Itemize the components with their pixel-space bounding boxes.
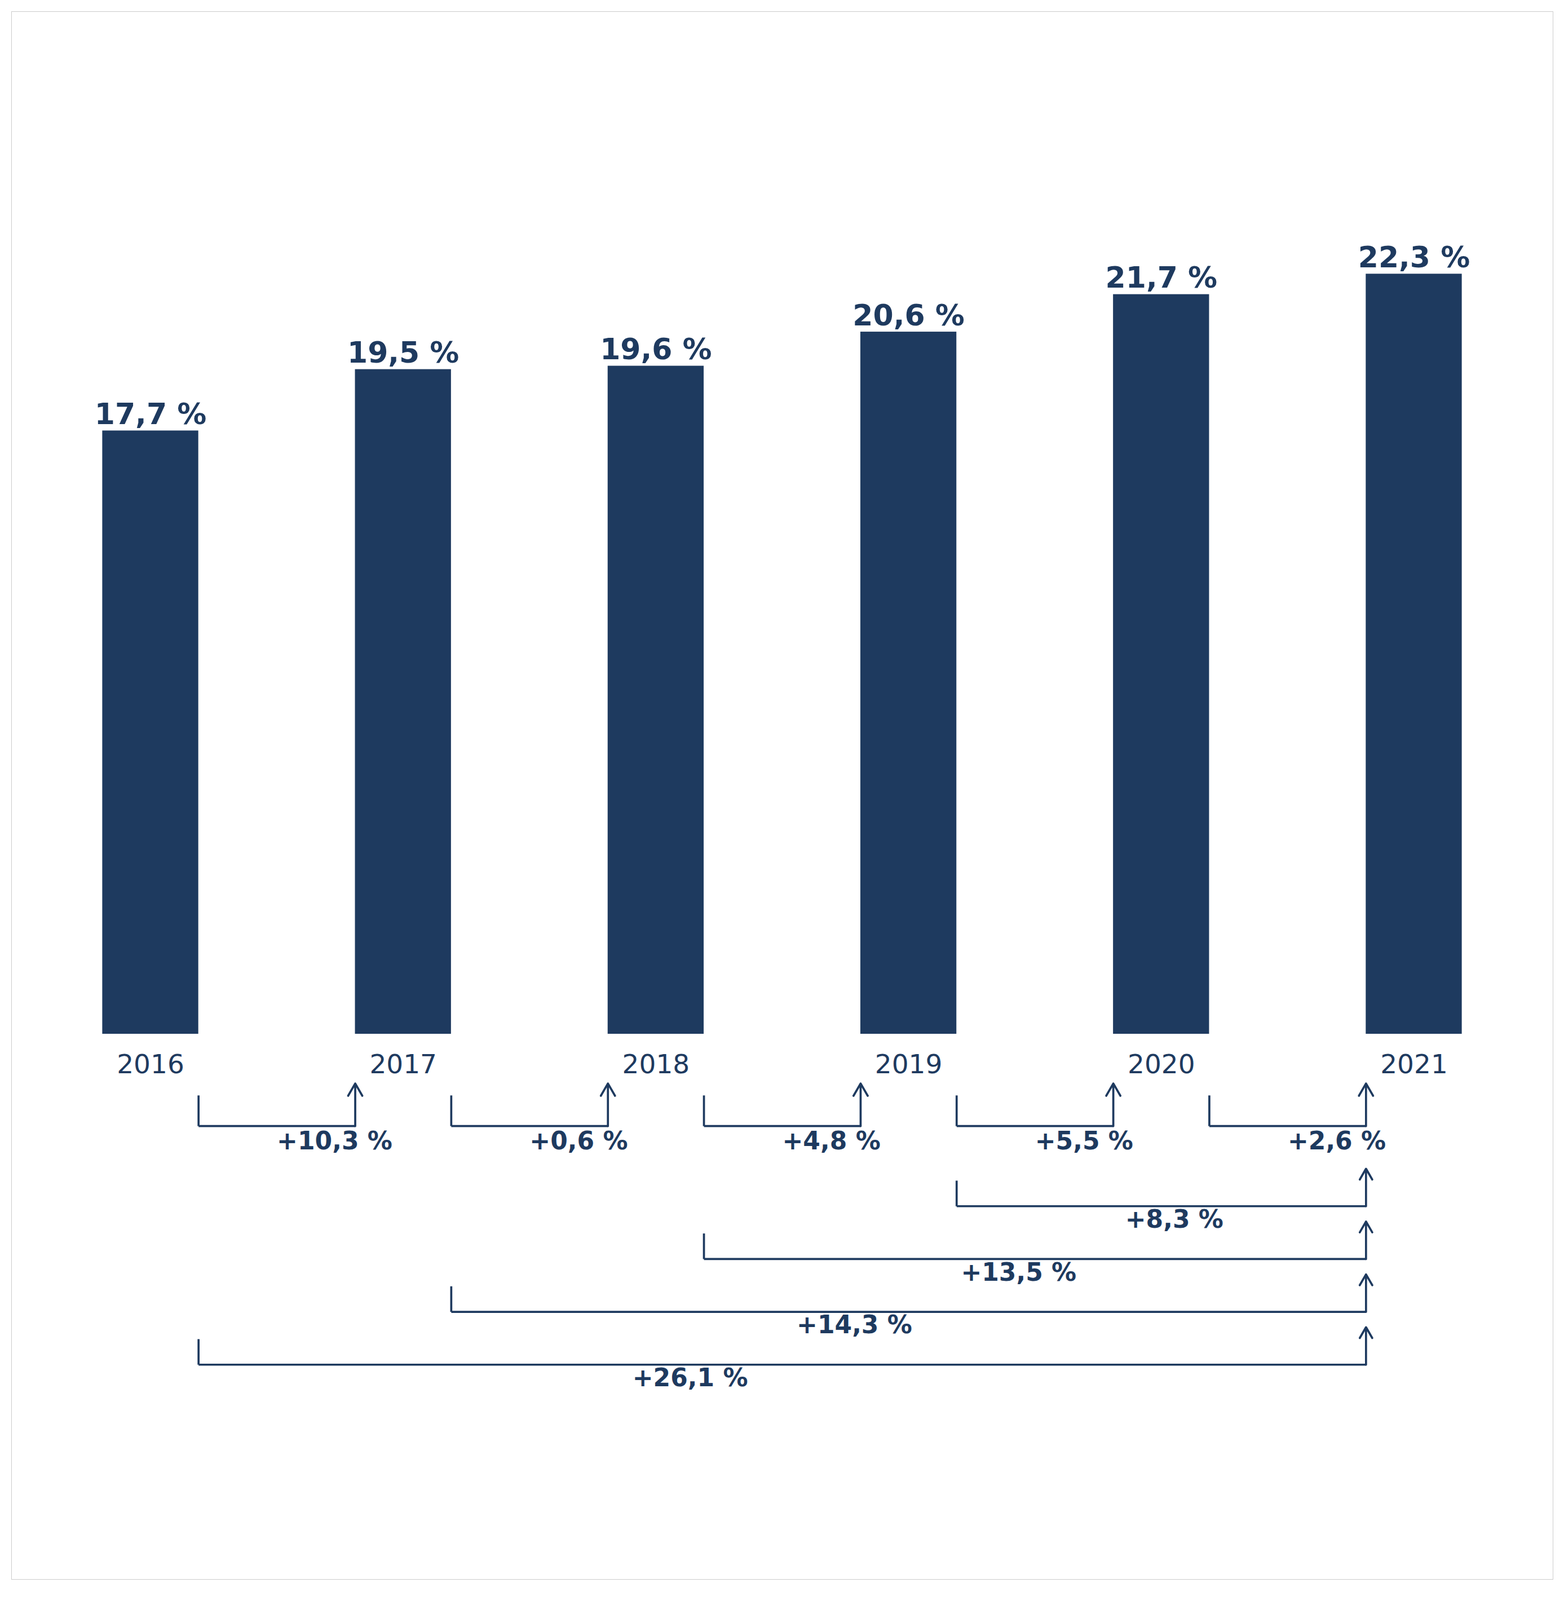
svg-text:21,7 %: 21,7 % [1105,260,1218,295]
svg-text:+13,5 %: +13,5 % [960,1257,1077,1287]
svg-text:22,3 %: 22,3 % [1358,240,1471,275]
svg-text:+14,3 %: +14,3 % [796,1309,913,1339]
svg-text:+0,6 %: +0,6 % [529,1125,628,1155]
svg-text:20,6 %: 20,6 % [852,298,965,333]
svg-text:2021: 2021 [1380,1048,1448,1080]
svg-text:19,6 %: 19,6 % [599,332,713,366]
svg-text:+2,6 %: +2,6 % [1287,1125,1386,1155]
svg-text:+8,3 %: +8,3 % [1125,1204,1224,1234]
svg-text:+5,5 %: +5,5 % [1035,1125,1134,1155]
svg-text:+10,3 %: +10,3 % [276,1125,393,1155]
svg-text:17,7 %: 17,7 % [94,396,207,431]
svg-text:2020: 2020 [1127,1048,1196,1080]
svg-text:+26,1 %: +26,1 % [632,1362,749,1392]
svg-text:2019: 2019 [875,1048,943,1080]
svg-text:2016: 2016 [116,1048,185,1080]
svg-text:2017: 2017 [369,1048,437,1080]
svg-text:2018: 2018 [622,1048,691,1080]
svg-text:+4,8 %: +4,8 % [782,1125,881,1155]
svg-text:19,5 %: 19,5 % [347,335,460,370]
